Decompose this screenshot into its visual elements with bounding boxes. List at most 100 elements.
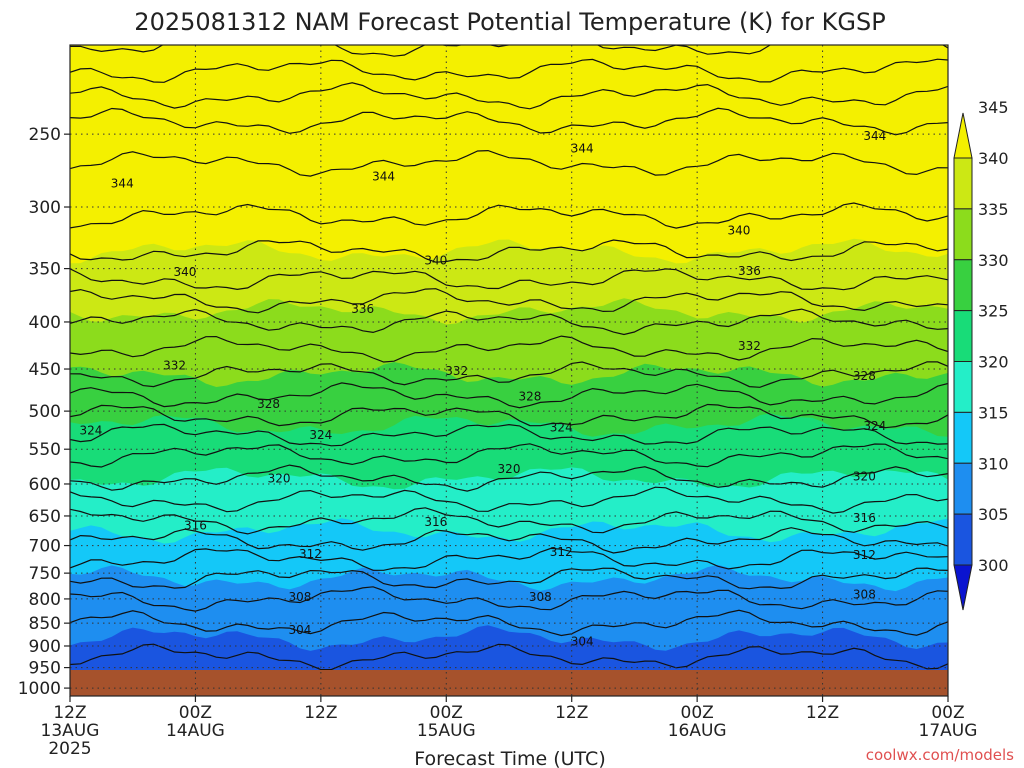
- x-tick-label: 00Z: [430, 703, 463, 723]
- contour-label-324: 324: [79, 424, 102, 438]
- y-tick-label: 800: [29, 590, 61, 610]
- contour-338: [70, 268, 948, 291]
- x-tick-date: 17AUG: [919, 721, 978, 741]
- contour-306: [70, 609, 948, 637]
- contour-332: [70, 335, 948, 363]
- contour-label-324: 324: [309, 428, 332, 442]
- contour-label-340: 340: [174, 265, 197, 279]
- contour-label-328: 328: [257, 397, 280, 411]
- contour-318: [70, 486, 948, 514]
- colorbar-swatch: [953, 513, 973, 566]
- contour-label-344: 344: [372, 170, 395, 184]
- credit-text: coolwx.com/models: [866, 746, 1014, 764]
- ground-surface: [70, 670, 948, 696]
- colorbar-tick-label: 325: [978, 302, 1009, 321]
- contour-324: [70, 423, 948, 447]
- contour-308: [70, 586, 948, 612]
- colorbar-swatch: [953, 157, 973, 210]
- x-tick-date: 13AUG: [41, 721, 100, 741]
- y-tick-label: 500: [29, 402, 61, 422]
- contour-label-316: 316: [184, 519, 207, 533]
- x-tick-year: 2025: [48, 739, 91, 759]
- contour-label-336: 336: [351, 302, 374, 316]
- contour-label-332: 332: [445, 364, 468, 378]
- y-tick-label: 700: [29, 537, 61, 557]
- contour-label-332: 332: [738, 339, 761, 353]
- x-tick-label: 00Z: [931, 703, 964, 723]
- x-tick-date: 15AUG: [417, 721, 476, 741]
- y-tick-label: 300: [29, 198, 61, 218]
- colorbar-bottom-arrow: [953, 564, 973, 611]
- colorbar: 300 305 310 315 320 325 330 335 340 345: [953, 98, 1009, 611]
- contour-label-344: 344: [571, 141, 594, 155]
- contour-label-312: 312: [299, 547, 322, 561]
- x-tick-label: 12Z: [555, 703, 588, 723]
- colorbar-top-arrow: [953, 112, 973, 159]
- contour-label-324: 324: [863, 419, 886, 433]
- colorbar-tick-label: 340: [978, 149, 1009, 168]
- contour-label-308: 308: [529, 590, 552, 604]
- y-tick-label: 750: [29, 564, 61, 584]
- y-tick-label: 1000: [18, 679, 61, 699]
- contour-label-332: 332: [163, 358, 186, 372]
- x-tick-label: 12Z: [304, 703, 337, 723]
- y-tick-label: 350: [29, 260, 61, 280]
- contour-label-320: 320: [498, 462, 521, 476]
- contour-label-316: 316: [853, 511, 876, 525]
- contour-314: [70, 527, 948, 554]
- contour-316: [70, 507, 948, 535]
- colorbar-tick-label: 335: [978, 200, 1009, 219]
- y-tick-label: 600: [29, 475, 61, 495]
- contour-label-320: 320: [268, 472, 291, 486]
- contour-label-304: 304: [571, 635, 594, 649]
- contour-label-324: 324: [550, 421, 573, 435]
- colorbar-swatch: [953, 462, 973, 515]
- contour-label-340: 340: [424, 254, 447, 268]
- contour-label-336: 336: [738, 264, 761, 278]
- contour-label-340: 340: [727, 223, 750, 237]
- contour-label-304: 304: [288, 623, 311, 637]
- contour-label-344: 344: [111, 177, 134, 191]
- chart-title: 2025081312 NAM Forecast Potential Temper…: [134, 8, 885, 36]
- y-tick-label: 850: [29, 614, 61, 634]
- y-tick-label: 400: [29, 313, 61, 333]
- x-tick-date: 14AUG: [166, 721, 225, 741]
- contour-328: [70, 382, 948, 409]
- colorbar-swatch: [953, 361, 973, 413]
- y-tick-label: 650: [29, 507, 61, 527]
- colorbar-tick-label: 345: [978, 98, 1009, 117]
- x-tick-label: 12Z: [806, 703, 839, 723]
- plot-frame: [69, 44, 949, 697]
- contour-350: [70, 58, 948, 83]
- contour-label-308: 308: [853, 587, 876, 601]
- contour-330: [70, 361, 948, 388]
- colorbar-tick-label: 305: [978, 505, 1009, 524]
- contour-312: [70, 547, 948, 571]
- contour-348: [70, 82, 948, 110]
- contour-label-308: 308: [288, 590, 311, 604]
- y-tick-label: 900: [29, 637, 61, 657]
- x-axis-label: Forecast Time (UTC): [414, 748, 605, 768]
- contour-334: [70, 308, 948, 336]
- colorbar-tick-label: 330: [978, 251, 1009, 270]
- y-tick-label: 550: [29, 440, 61, 460]
- band-345: [70, 45, 948, 146]
- colorbar-tick-label: 310: [978, 454, 1009, 473]
- contour-342: [70, 202, 948, 229]
- contour-label-312: 312: [550, 545, 573, 559]
- colorbar-swatch: [953, 310, 973, 362]
- contour-label-328: 328: [518, 389, 541, 403]
- colorbar-tick-label: 315: [978, 403, 1009, 422]
- contour-336: [70, 288, 948, 314]
- contour-label-320: 320: [853, 470, 876, 484]
- contour-label-328: 328: [853, 369, 876, 383]
- contour-340: [70, 239, 948, 263]
- contour-304: [70, 643, 948, 670]
- colorbar-swatch: [953, 411, 973, 464]
- contour-310: [70, 567, 948, 590]
- contour-326: [70, 403, 948, 429]
- contour-label-316: 316: [424, 515, 447, 529]
- y-axis: 250 300 350 400 450 500 550 600 650 700 750 800 850 9…: [18, 125, 70, 699]
- contour-label-344: 344: [863, 129, 886, 143]
